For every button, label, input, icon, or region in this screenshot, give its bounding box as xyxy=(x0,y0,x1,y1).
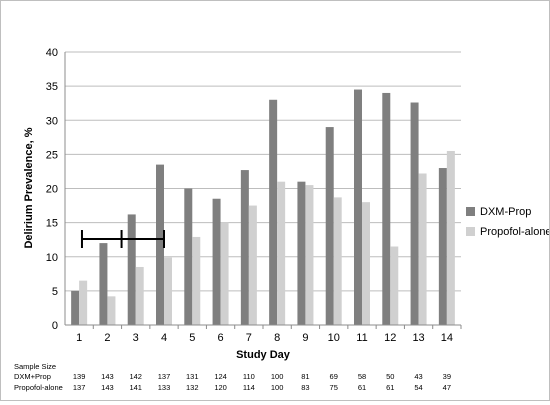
y-tick-label: 30 xyxy=(46,115,58,127)
bar-propofol-alone xyxy=(277,181,286,325)
bar-dxm-prop xyxy=(71,290,80,325)
sample-size-row-label-propofol-alone: Propofol-alone xyxy=(14,383,63,392)
sample-size-value: 142 xyxy=(129,372,142,381)
sample-size-row-label-dxm-prop: DXM+Prop xyxy=(14,372,51,381)
x-tick-label: 5 xyxy=(189,332,195,344)
sample-size-value: 139 xyxy=(73,372,86,381)
x-tick-label: 6 xyxy=(218,332,224,344)
bar-propofol-alone xyxy=(418,173,427,325)
sample-size-value: 58 xyxy=(358,372,366,381)
bar-dxm-prop xyxy=(354,89,362,325)
x-tick-label: 10 xyxy=(328,332,340,344)
bar-propofol-alone xyxy=(107,296,116,325)
legend-swatch-dxm-prop xyxy=(466,207,475,216)
bar-propofol-alone xyxy=(362,202,370,325)
legend: DXM-Prop Propofol-alone xyxy=(466,206,550,238)
sample-size-value: 100 xyxy=(271,372,284,381)
sample-size-value: 81 xyxy=(301,372,309,381)
x-tick-label: 14 xyxy=(441,332,453,344)
sample-size-value: 110 xyxy=(243,372,255,381)
bar-propofol-alone xyxy=(390,246,399,325)
bar-dxm-prop xyxy=(127,214,136,325)
x-tick-label: 3 xyxy=(133,332,139,344)
bar-propofol-alone xyxy=(220,222,229,325)
sample-size-value: 61 xyxy=(386,383,394,392)
sample-size-value: 54 xyxy=(414,383,422,392)
bar-dxm-prop xyxy=(297,181,306,325)
x-tick-label: 11 xyxy=(356,332,367,344)
bar-propofol-alone xyxy=(248,205,257,325)
sample-size-value: 47 xyxy=(443,383,451,392)
x-tick-label: 4 xyxy=(161,332,167,344)
sample-size-value: 39 xyxy=(443,372,451,381)
bar-propofol-alone xyxy=(79,280,88,325)
bar-dxm-prop xyxy=(212,198,221,325)
y-tick-labels: 0 5 10 15 20 25 30 35 40 xyxy=(46,47,58,332)
x-axis-title: Study Day xyxy=(236,349,291,361)
x-tick-label: 1 xyxy=(76,332,82,344)
sample-size-value: 114 xyxy=(243,383,255,392)
y-tick-label: 20 xyxy=(46,184,58,196)
bar-dxm-prop xyxy=(240,170,249,325)
interval-annotation xyxy=(80,230,165,249)
sample-size-value: 141 xyxy=(129,383,142,392)
x-tick-labels: 1 2 3 4 5 6 7 8 9 10 11 12 13 14 xyxy=(76,332,453,344)
bar-propofol-alone xyxy=(305,185,314,325)
legend-label-propofol-alone: Propofol-alone xyxy=(480,226,549,238)
y-tick-label: 10 xyxy=(46,252,58,264)
x-tick-label: 8 xyxy=(274,332,280,344)
sample-size-value: 43 xyxy=(414,372,422,381)
sample-size-value: 124 xyxy=(214,372,227,381)
sample-size-title: Sample Size xyxy=(14,362,56,371)
x-tick-label: 2 xyxy=(104,332,110,344)
legend-swatch-propofol-alone xyxy=(466,227,475,236)
sample-size-values: 139 143 142 137 131 124 110 100 81 69 58 50 43 39 137 1… xyxy=(73,372,451,392)
bars xyxy=(71,89,455,326)
y-tick-label: 15 xyxy=(46,218,58,230)
sample-size-value: 143 xyxy=(101,372,114,381)
bar-propofol-alone xyxy=(164,257,172,325)
x-tick-label: 12 xyxy=(384,332,396,344)
bar-propofol-alone xyxy=(446,150,455,325)
bar-dxm-prop xyxy=(184,188,193,325)
bar-propofol-alone xyxy=(192,236,201,325)
bar-dxm-prop xyxy=(156,164,164,325)
sample-size-value: 50 xyxy=(386,372,394,381)
y-axis-title: Delirium Prevalence, % xyxy=(23,127,35,248)
gridlines xyxy=(65,51,461,292)
x-tick-label: 7 xyxy=(246,332,252,344)
y-tick-label: 5 xyxy=(52,286,58,298)
sample-size-value: 83 xyxy=(301,383,309,392)
sample-size-value: 61 xyxy=(358,383,366,392)
bar-dxm-prop xyxy=(382,92,391,325)
y-tick-label: 40 xyxy=(46,47,58,59)
bar-dxm-prop xyxy=(410,102,419,325)
sample-size-value: 69 xyxy=(330,372,338,381)
x-tick-label: 9 xyxy=(302,332,308,344)
bar-dxm-prop xyxy=(269,99,278,326)
sample-size-value: 132 xyxy=(186,383,199,392)
sample-size-table: Sample Size DXM+Prop Propofol-alone 139 1… xyxy=(14,362,451,392)
bar-propofol-alone xyxy=(333,197,342,325)
sample-size-value: 137 xyxy=(158,372,171,381)
x-tick-label: 13 xyxy=(412,332,424,344)
legend-label-dxm-prop: DXM-Prop xyxy=(480,206,531,218)
sample-size-value: 133 xyxy=(158,383,171,392)
sample-size-value: 120 xyxy=(214,383,227,392)
sample-size-value: 75 xyxy=(330,383,338,392)
y-tick-label: 35 xyxy=(46,81,58,93)
sample-size-value: 131 xyxy=(186,372,199,381)
bar-dxm-prop xyxy=(438,168,447,325)
sample-size-value: 100 xyxy=(271,383,284,392)
bar-dxm-prop xyxy=(99,243,108,325)
y-tick-label: 25 xyxy=(46,149,58,161)
bar-dxm-prop xyxy=(325,127,334,325)
sample-size-value: 143 xyxy=(101,383,114,392)
bar-propofol-alone xyxy=(135,266,144,325)
axes xyxy=(64,52,462,329)
y-tick-label: 0 xyxy=(52,320,58,332)
sample-size-value: 137 xyxy=(73,383,86,392)
